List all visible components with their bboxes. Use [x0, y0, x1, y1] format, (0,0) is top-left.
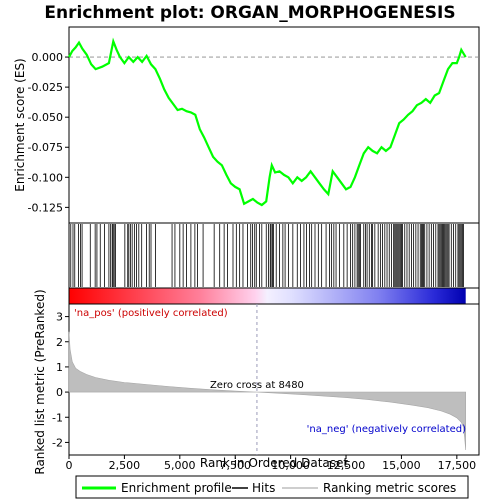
x-axis-label: Rank in Ordered Dataset: [200, 456, 348, 470]
metric-tick-label: 2: [56, 336, 63, 349]
es-tick-label: -0.075: [28, 141, 63, 154]
metric-tick-label: -1: [52, 411, 63, 424]
zero-cross-label: Zero cross at 8480: [210, 380, 304, 391]
x-tick-label: 0: [66, 459, 73, 472]
x-tick-label: 5,000: [164, 459, 196, 472]
x-tick-label: 7,500: [219, 459, 251, 472]
hits-panel: [68, 222, 480, 289]
x-tick-label: 12,500: [327, 459, 366, 472]
metric-tick-label: 1: [56, 361, 63, 374]
x-tick-label: 2,500: [109, 459, 141, 472]
x-tick-label: 17,500: [438, 459, 477, 472]
metric-tick-label: 0: [56, 386, 63, 399]
x-tick-label: 10,000: [271, 459, 310, 472]
metric-tick-label: -2: [52, 436, 63, 449]
legend-item-metric: Ranking metric scores: [282, 481, 456, 495]
legend-label-enrichment: Enrichment profile: [121, 481, 232, 495]
metric-axis: 3 2 1 0 -1 -2: [52, 311, 69, 449]
x-tick-label: 15,000: [382, 459, 421, 472]
ranking-metric-area: [68, 331, 466, 451]
metric-tick-label: 3: [56, 311, 63, 324]
legend-label-hits: Hits: [252, 481, 275, 495]
legend-label-metric: Ranking metric scores: [323, 481, 456, 495]
legend: [75, 475, 469, 499]
pos-correlated-label: 'na_pos' (positively correlated): [74, 308, 228, 319]
es-tick-label: -0.025: [28, 81, 63, 94]
metric-y-label: Ranked list metric (PreRanked): [33, 289, 47, 474]
x-axis: 0 2,500 5,000 7,500 10,000 12,500 15,000 17,500: [66, 455, 477, 472]
es-panel: [68, 26, 480, 224]
es-tick-label: -0.050: [28, 111, 63, 124]
legend-item-enrichment: Enrichment profile: [82, 481, 232, 495]
hits-markers: [70, 224, 464, 287]
es-tick-label: -0.125: [28, 201, 63, 214]
es-tick-label: 0.000: [32, 51, 64, 64]
enrichment-profile-line: [68, 37, 467, 207]
es-axis: 0.000 -0.025 -0.050 -0.075 -0.100 -0.125: [28, 51, 479, 214]
chart-title: Enrichment plot: ORGAN_MORPHOGENESIS: [44, 3, 455, 23]
metric-panel: [68, 303, 480, 456]
es-y-label: Enrichment score (ES): [13, 58, 27, 191]
legend-item-hits: Hits: [232, 481, 275, 495]
es-tick-label: -0.100: [28, 171, 63, 184]
neg-correlated-label: 'na_neg' (negatively correlated): [307, 424, 466, 435]
rank-color-bar: [69, 288, 466, 304]
